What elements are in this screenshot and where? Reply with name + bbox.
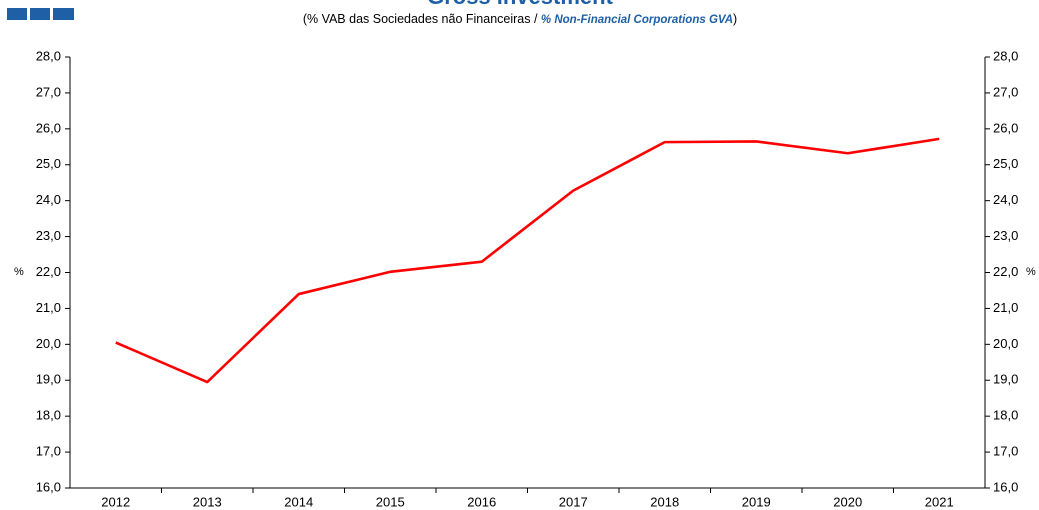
y-tick-label: 21,0 xyxy=(36,300,61,315)
logo-block xyxy=(30,8,50,20)
chart-subtitle: (% VAB das Sociedades não Financeiras / … xyxy=(303,12,737,26)
y-tick-label: 19,0 xyxy=(36,372,61,387)
y-tick-label: 26,0 xyxy=(36,120,61,135)
subtitle-pt: (% VAB das Sociedades não Financeiras / xyxy=(303,12,541,26)
y-tick-label: 17,0 xyxy=(36,444,61,459)
y2-tick-label: 19,0 xyxy=(993,372,1018,387)
y2-tick-label: 21,0 xyxy=(993,300,1018,315)
y-tick-label: 18,0 xyxy=(36,408,61,423)
line-series xyxy=(115,137,940,384)
x-tick-label: 2015 xyxy=(376,494,405,509)
y-tick-label: 24,0 xyxy=(36,192,61,207)
y-tick-label: 16,0 xyxy=(36,479,61,494)
y2-tick-label: 28,0 xyxy=(993,48,1018,63)
y2-tick-label: 17,0 xyxy=(993,444,1018,459)
logo-block xyxy=(7,8,27,20)
y-tick-label: 28,0 xyxy=(36,48,61,63)
x-tick-label: 2017 xyxy=(559,494,588,509)
y2-tick-label: 18,0 xyxy=(993,408,1018,423)
y2-tick-label: 23,0 xyxy=(993,228,1018,243)
x-tick-label: 2014 xyxy=(284,494,313,509)
subtitle-en: % Non-Financial Corporations GVA xyxy=(541,14,733,26)
x-tick-label: 2020 xyxy=(833,494,862,509)
chart-title: Gross investment xyxy=(427,0,614,9)
y2-tick-label: 24,0 xyxy=(993,192,1018,207)
y2-tick-label: 26,0 xyxy=(993,120,1018,135)
y2-tick-label: 22,0 xyxy=(993,264,1018,279)
x-tick-label: 2018 xyxy=(650,494,679,509)
y-tick-label: 23,0 xyxy=(36,228,61,243)
y-tick-label: 25,0 xyxy=(36,156,61,171)
logo-block xyxy=(53,8,74,20)
y-axis-label: % xyxy=(14,266,24,278)
y2-tick-label: 16,0 xyxy=(993,479,1018,494)
y-tick-label: 20,0 xyxy=(36,336,61,351)
y2-axis-label: % xyxy=(1026,266,1036,278)
y-tick-label: 27,0 xyxy=(36,84,61,99)
y2-tick-label: 27,0 xyxy=(993,84,1018,99)
y-tick-label: 22,0 xyxy=(36,264,61,279)
x-tick-label: 2012 xyxy=(101,494,130,509)
x-tick-label: 2016 xyxy=(467,494,496,509)
y2-tick-label: 20,0 xyxy=(993,336,1018,351)
x-tick-label: 2019 xyxy=(742,494,771,509)
subtitle-close: ) xyxy=(733,12,737,26)
x-tick-label: 2013 xyxy=(193,494,222,509)
x-tick-label: 2021 xyxy=(925,494,954,509)
y2-tick-label: 25,0 xyxy=(993,156,1018,171)
